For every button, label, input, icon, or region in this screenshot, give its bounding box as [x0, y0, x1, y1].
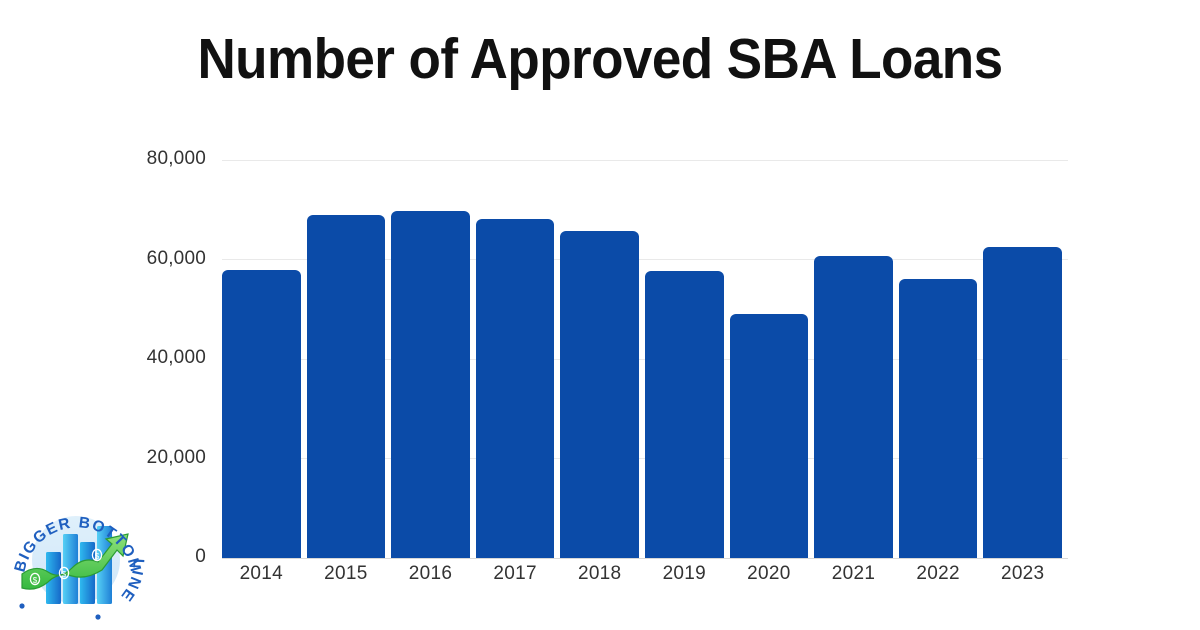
bar-2014[interactable]	[222, 269, 301, 558]
x-axis-label-2022: 2022	[916, 563, 960, 584]
x-axis-label-2017: 2017	[493, 563, 537, 584]
x-axis-label-2020: 2020	[747, 563, 791, 584]
logo-money-arrow-icon: $ $ $	[21, 533, 129, 590]
x-axis-label-2014: 2014	[239, 563, 284, 584]
x-axis-label-2019: 2019	[662, 563, 707, 584]
y-axis-tick-labels: 0 20,000 40,000 60,000 80,000	[120, 148, 206, 567]
svg-text:$: $	[33, 576, 38, 585]
gridline-80000	[222, 159, 1068, 161]
x-axis-label-2018: 2018	[577, 563, 622, 584]
svg-text:$: $	[62, 570, 67, 579]
y-axis-label: 20,000	[146, 446, 206, 468]
x-axis-label-2015: 2015	[324, 563, 368, 584]
x-axis-tick-labels: 2014 2015 2016 2017 2018 2019 2020 2021 2022 2023	[222, 563, 1068, 593]
page-title: Number of Approved SBA Loans	[197, 27, 1003, 91]
bar-2017[interactable]	[475, 219, 555, 558]
bar-2015[interactable]	[306, 214, 386, 558]
bar-2021[interactable]	[814, 255, 893, 558]
x-axis-label-2021: 2021	[831, 563, 876, 584]
y-axis-label: 0	[195, 546, 206, 567]
bigger-bottom-line-logo: $ $ $ BIGGER BOTTOM LINE	[2, 484, 150, 630]
y-axis-label: 40,000	[146, 347, 206, 368]
logo-dot-right	[95, 614, 101, 620]
x-axis-label-2016: 2016	[408, 563, 453, 584]
bar-2020[interactable]	[729, 314, 809, 558]
bar-2019[interactable]	[645, 270, 724, 558]
bar-series	[222, 160, 1068, 558]
x-axis-label-2023: 2023	[1000, 563, 1045, 584]
bar-2023[interactable]	[983, 246, 1062, 558]
gridline-0	[222, 557, 1068, 559]
logo-dot-left	[19, 603, 25, 609]
bar-2018[interactable]	[560, 230, 639, 558]
logo-text-side: LINE	[117, 558, 147, 605]
y-axis-label: 80,000	[146, 148, 206, 169]
gridline-60000	[222, 259, 1068, 260]
bar-2016[interactable]	[391, 211, 470, 558]
svg-text:$: $	[95, 552, 100, 561]
y-axis-label: 60,000	[146, 247, 206, 269]
bar-2022[interactable]	[898, 279, 978, 558]
